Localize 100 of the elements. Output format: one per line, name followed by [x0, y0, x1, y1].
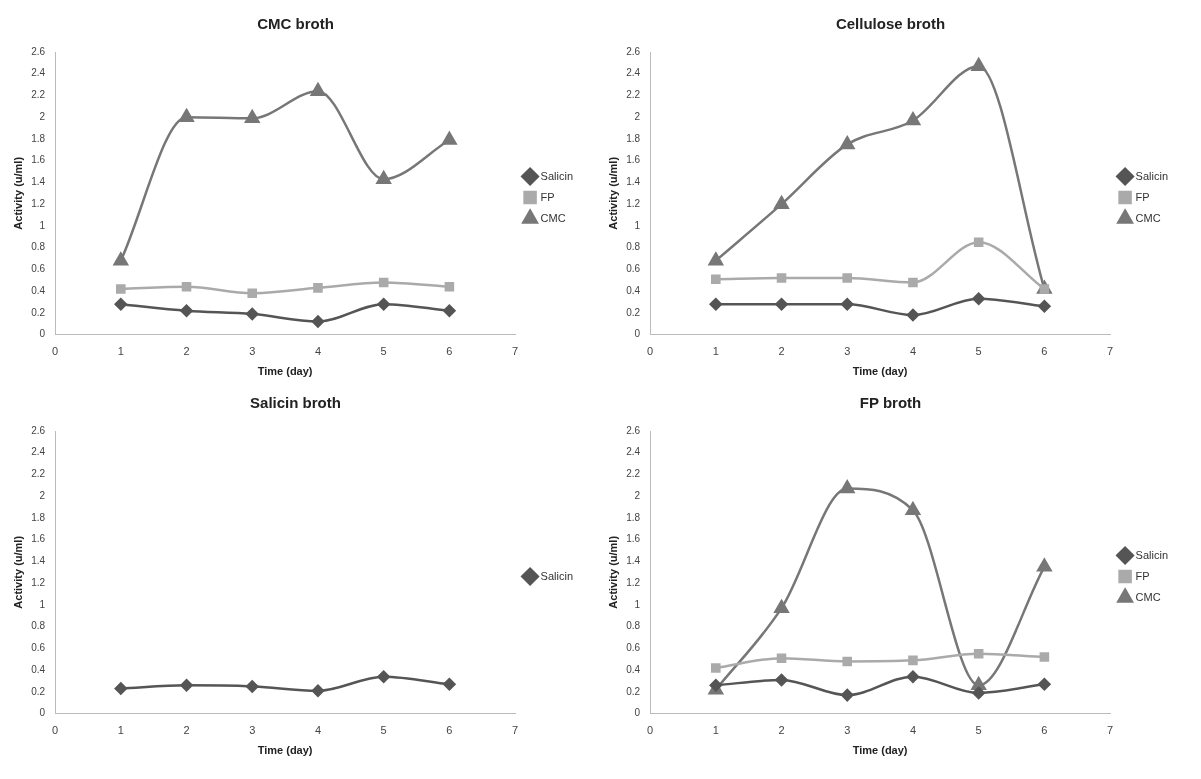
y-tick-label: 0.8: [626, 241, 641, 253]
y-tick-label: 2.2: [31, 89, 46, 101]
y-tick-label: 2: [634, 110, 641, 122]
y-tick-label: 1.2: [31, 197, 46, 209]
x-tick-label: 4: [909, 724, 917, 737]
x-tick-label: 0: [52, 345, 59, 358]
x-tick-label: 7: [1107, 345, 1114, 358]
x-tick-label: 0: [52, 724, 59, 737]
y-tick-label: 0: [634, 328, 641, 340]
x-tick-label: 4: [909, 345, 917, 358]
legend-label: Salicin: [540, 569, 573, 582]
y-tick-label: 1.6: [31, 533, 46, 545]
y-tick-label: 1.6: [626, 154, 641, 166]
y-tick-label: 1.4: [626, 176, 641, 188]
x-tick-label: 5: [380, 724, 387, 737]
x-tick-label: 7: [1107, 724, 1114, 737]
x-tick-label: 0: [647, 724, 654, 737]
x-tick-label: 3: [249, 345, 256, 358]
y-tick-label: 1.2: [626, 576, 641, 588]
legend-label: FP: [1135, 190, 1150, 203]
x-tick-label: 2: [183, 345, 190, 358]
y-tick-label: 1.8: [626, 511, 641, 523]
y-tick-label: 1.2: [31, 576, 46, 588]
y-tick-label: 0.2: [626, 306, 641, 318]
x-axis-title: Time (day): [257, 744, 313, 757]
x-tick-label: 1: [117, 724, 124, 737]
y-tick-label: 0.4: [31, 663, 46, 675]
y-tick-label: 0.2: [31, 685, 46, 697]
y-tick-label: 0.8: [31, 241, 46, 253]
y-tick-label: 2.6: [31, 424, 46, 436]
legend-label: CMC: [1135, 211, 1161, 224]
x-tick-label: 7: [512, 345, 519, 358]
x-tick-label: 0: [647, 345, 654, 358]
y-tick-label: 0: [39, 328, 46, 340]
y-tick-label: 2.6: [626, 45, 641, 57]
y-tick-label: 1.8: [626, 132, 641, 144]
y-tick-label: 0.6: [626, 263, 641, 275]
x-tick-label: 5: [975, 724, 982, 737]
y-tick-label: 1: [634, 598, 641, 610]
y-tick-label: 2: [634, 489, 641, 501]
y-tick-label: 1.2: [626, 197, 641, 209]
y-tick-label: 0.6: [31, 642, 46, 654]
legend-label: CMC: [1135, 590, 1161, 603]
x-tick-label: 4: [314, 724, 322, 737]
x-axis-title: Time (day): [852, 744, 908, 757]
y-tick-label: 2.2: [626, 468, 641, 480]
y-tick-label: 2.2: [626, 89, 641, 101]
y-tick-label: 2.4: [31, 67, 46, 79]
chart-title: FP broth: [859, 394, 922, 412]
x-tick-label: 7: [512, 724, 519, 737]
legend-label: Salicin: [540, 169, 573, 182]
x-tick-label: 4: [314, 345, 322, 358]
y-axis-title: Activity (u/ml): [11, 535, 24, 609]
x-tick-label: 5: [380, 345, 387, 358]
chart-title: Salicin broth: [250, 394, 341, 412]
y-tick-label: 0.2: [31, 306, 46, 318]
y-tick-label: 2.4: [626, 446, 641, 458]
y-tick-label: 1.4: [31, 176, 46, 188]
x-tick-label: 1: [712, 345, 719, 358]
y-tick-label: 2: [39, 489, 46, 501]
y-tick-label: 2.4: [31, 446, 46, 458]
x-tick-label: 2: [778, 724, 785, 737]
legend-label: Salicin: [1135, 548, 1168, 561]
y-tick-label: 0.4: [626, 284, 641, 296]
y-tick-label: 1.6: [626, 533, 641, 545]
y-tick-label: 0.8: [31, 620, 46, 632]
x-tick-label: 6: [446, 345, 453, 358]
x-tick-label: 2: [183, 724, 190, 737]
y-tick-label: 1: [634, 219, 641, 231]
x-tick-label: 1: [117, 345, 124, 358]
y-tick-label: 1.6: [31, 154, 46, 166]
y-axis-title: Activity (u/ml): [606, 535, 619, 609]
y-tick-label: 0.4: [31, 284, 46, 296]
y-tick-label: 2.4: [626, 67, 641, 79]
x-tick-label: 1: [712, 724, 719, 737]
x-tick-label: 6: [446, 724, 453, 737]
y-tick-label: 0: [634, 707, 641, 719]
y-axis-title: Activity (u/ml): [11, 156, 24, 230]
y-axis-title: Activity (u/ml): [606, 156, 619, 230]
y-tick-label: 0.8: [626, 620, 641, 632]
y-tick-label: 2.2: [31, 468, 46, 480]
x-tick-label: 6: [1041, 345, 1048, 358]
y-tick-label: 1: [39, 219, 46, 231]
y-tick-label: 0.6: [626, 642, 641, 654]
chart-title: CMC broth: [257, 15, 334, 33]
legend-label: FP: [540, 190, 555, 203]
x-tick-label: 2: [778, 345, 785, 358]
x-tick-label: 3: [844, 724, 851, 737]
y-tick-label: 1.8: [31, 511, 46, 523]
legend-label: CMC: [540, 211, 566, 224]
legend-label: Salicin: [1135, 169, 1168, 182]
y-tick-label: 1: [39, 598, 46, 610]
x-tick-label: 5: [975, 345, 982, 358]
y-tick-label: 0.4: [626, 663, 641, 675]
y-tick-label: 0.2: [626, 685, 641, 697]
legend-label: FP: [1135, 569, 1150, 582]
chart-title: Cellulose broth: [835, 15, 946, 33]
y-tick-label: 0.6: [31, 263, 46, 275]
y-tick-label: 2: [39, 110, 46, 122]
x-axis-title: Time (day): [852, 365, 908, 378]
